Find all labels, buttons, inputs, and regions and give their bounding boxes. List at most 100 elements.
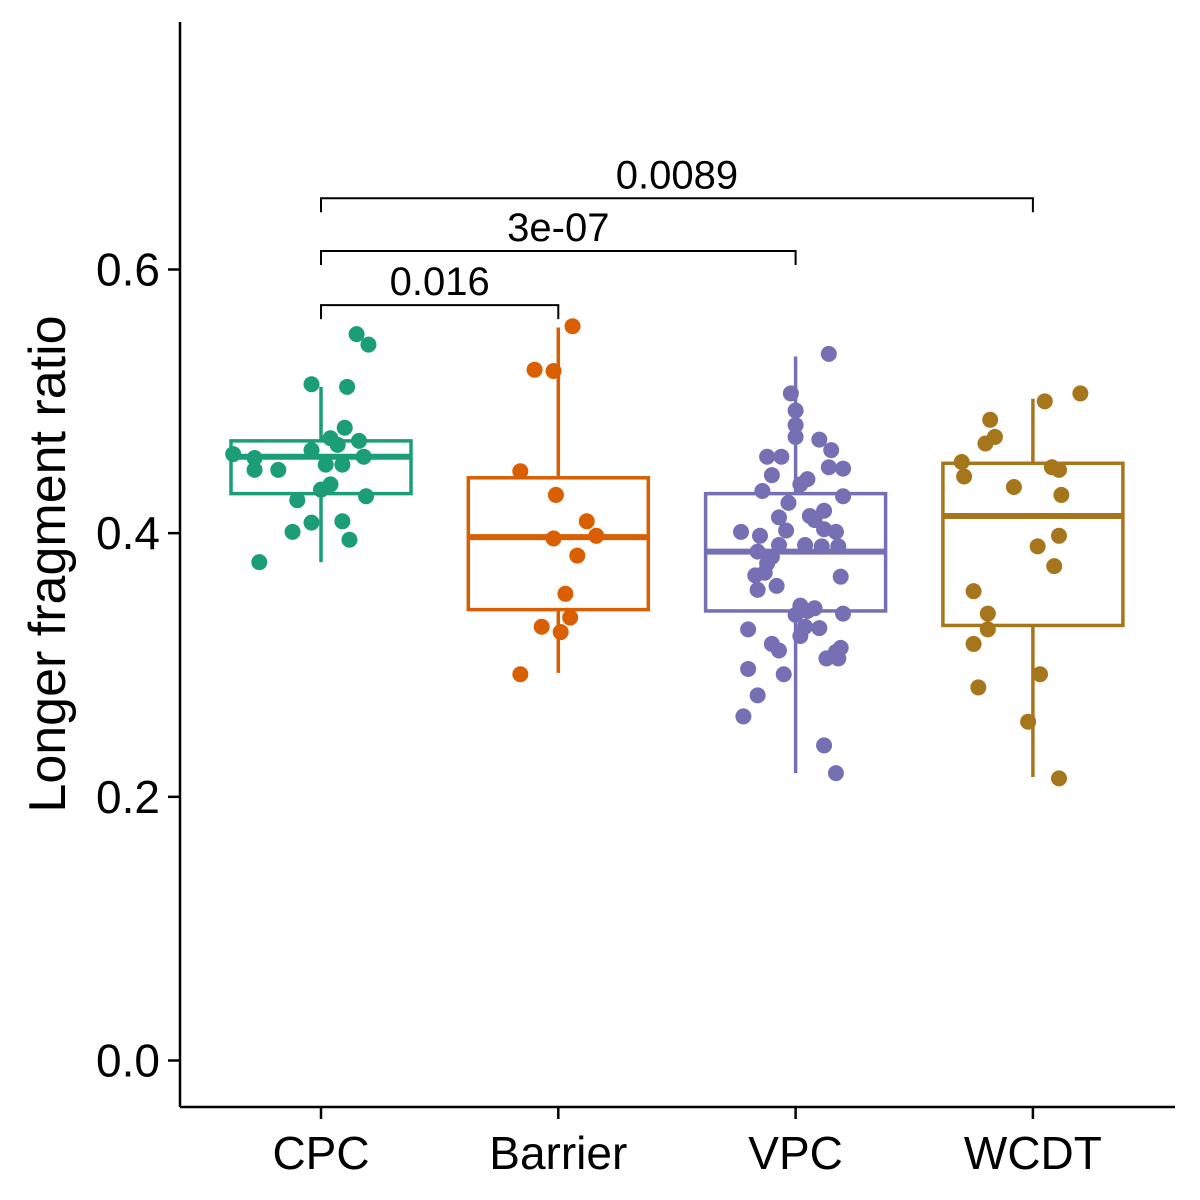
data-point <box>979 621 996 638</box>
jitter-points <box>225 318 1089 787</box>
data-point <box>360 336 377 353</box>
y-tick-label: 0.0 <box>96 1035 160 1087</box>
p-value-label: 0.016 <box>390 260 490 304</box>
data-point <box>965 635 982 652</box>
data-point <box>225 446 242 463</box>
data-point <box>1051 527 1068 544</box>
data-point <box>334 513 351 530</box>
data-point <box>512 666 529 683</box>
data-point <box>811 620 828 637</box>
data-point <box>749 543 766 560</box>
data-point <box>552 624 569 641</box>
data-point <box>754 482 771 499</box>
x-tick-label: WCDT <box>964 1127 1102 1179</box>
box-rect <box>941 461 1125 628</box>
data-point <box>832 568 849 585</box>
data-point <box>770 642 787 659</box>
data-point <box>835 460 852 477</box>
data-point <box>797 537 814 554</box>
significance-brackets: 0.016 3e-070.0089 <box>320 153 1034 320</box>
data-point <box>562 609 579 626</box>
bracket-line <box>320 197 1034 213</box>
data-point <box>813 538 830 555</box>
data-point <box>787 402 804 419</box>
data-point <box>797 618 814 635</box>
bracket-cpc-barrier: 0.016 <box>320 260 560 320</box>
data-point <box>816 502 833 519</box>
data-point <box>970 679 987 696</box>
points-cpc <box>225 326 377 571</box>
data-point <box>322 476 339 493</box>
data-point <box>303 514 320 531</box>
data-point <box>1029 538 1046 555</box>
data-point <box>979 605 996 622</box>
data-point <box>740 621 757 638</box>
data-point <box>1005 479 1022 496</box>
data-point <box>1036 393 1053 410</box>
data-point <box>835 605 852 622</box>
box-rect <box>466 476 651 612</box>
data-point <box>811 431 828 448</box>
data-point <box>246 450 263 467</box>
data-point <box>512 463 529 480</box>
data-point <box>770 509 787 526</box>
data-point <box>780 494 797 511</box>
data-point <box>358 488 375 505</box>
data-point <box>1051 770 1068 787</box>
data-point <box>823 442 840 459</box>
data-point <box>801 508 818 525</box>
y-tick-label: 0.6 <box>96 244 160 296</box>
data-point <box>322 430 339 447</box>
data-point <box>816 737 833 754</box>
points-barrier <box>512 318 605 683</box>
data-point <box>806 600 823 617</box>
data-point <box>820 459 837 476</box>
x-tick-label: CPC <box>272 1127 369 1179</box>
data-point <box>270 461 287 478</box>
points-vpc <box>733 345 852 782</box>
data-point <box>1043 459 1060 476</box>
x-tick-label: Barrier <box>489 1127 627 1179</box>
data-point <box>749 581 766 598</box>
x-tick-label: VPC <box>748 1127 843 1179</box>
data-point <box>827 765 844 782</box>
data-point <box>827 523 844 540</box>
data-point <box>545 363 562 380</box>
data-point <box>569 547 586 564</box>
data-point <box>965 583 982 600</box>
bracket-cpc-vpc: 3e-07 <box>320 206 797 266</box>
p-value-label: 3e-07 <box>507 206 609 250</box>
data-point <box>982 411 999 428</box>
data-point <box>778 522 795 539</box>
data-point <box>526 361 543 378</box>
data-point <box>740 660 757 677</box>
data-point <box>1020 713 1037 730</box>
data-point <box>818 650 835 667</box>
data-point <box>986 428 1003 445</box>
data-point <box>1032 666 1049 683</box>
data-point <box>303 376 320 393</box>
data-point <box>336 419 353 436</box>
data-point <box>284 523 301 540</box>
data-point <box>251 554 268 571</box>
data-point <box>749 687 766 704</box>
data-point <box>775 666 792 683</box>
data-point <box>339 378 356 395</box>
data-point <box>1072 385 1089 402</box>
data-point <box>533 618 550 635</box>
y-tick-label: 0.4 <box>96 507 160 559</box>
data-point <box>835 488 852 505</box>
data-point <box>770 537 787 554</box>
data-point <box>759 448 776 465</box>
data-point <box>557 585 574 602</box>
data-point <box>799 471 816 488</box>
data-point <box>763 548 780 565</box>
data-point <box>733 523 750 540</box>
data-point <box>1046 558 1063 575</box>
data-point <box>289 492 306 509</box>
bracket-line <box>320 304 560 320</box>
data-point <box>246 461 263 478</box>
data-point <box>564 318 581 335</box>
y-axis-title: Longer fragment ratio <box>19 315 77 812</box>
data-point <box>317 456 334 473</box>
